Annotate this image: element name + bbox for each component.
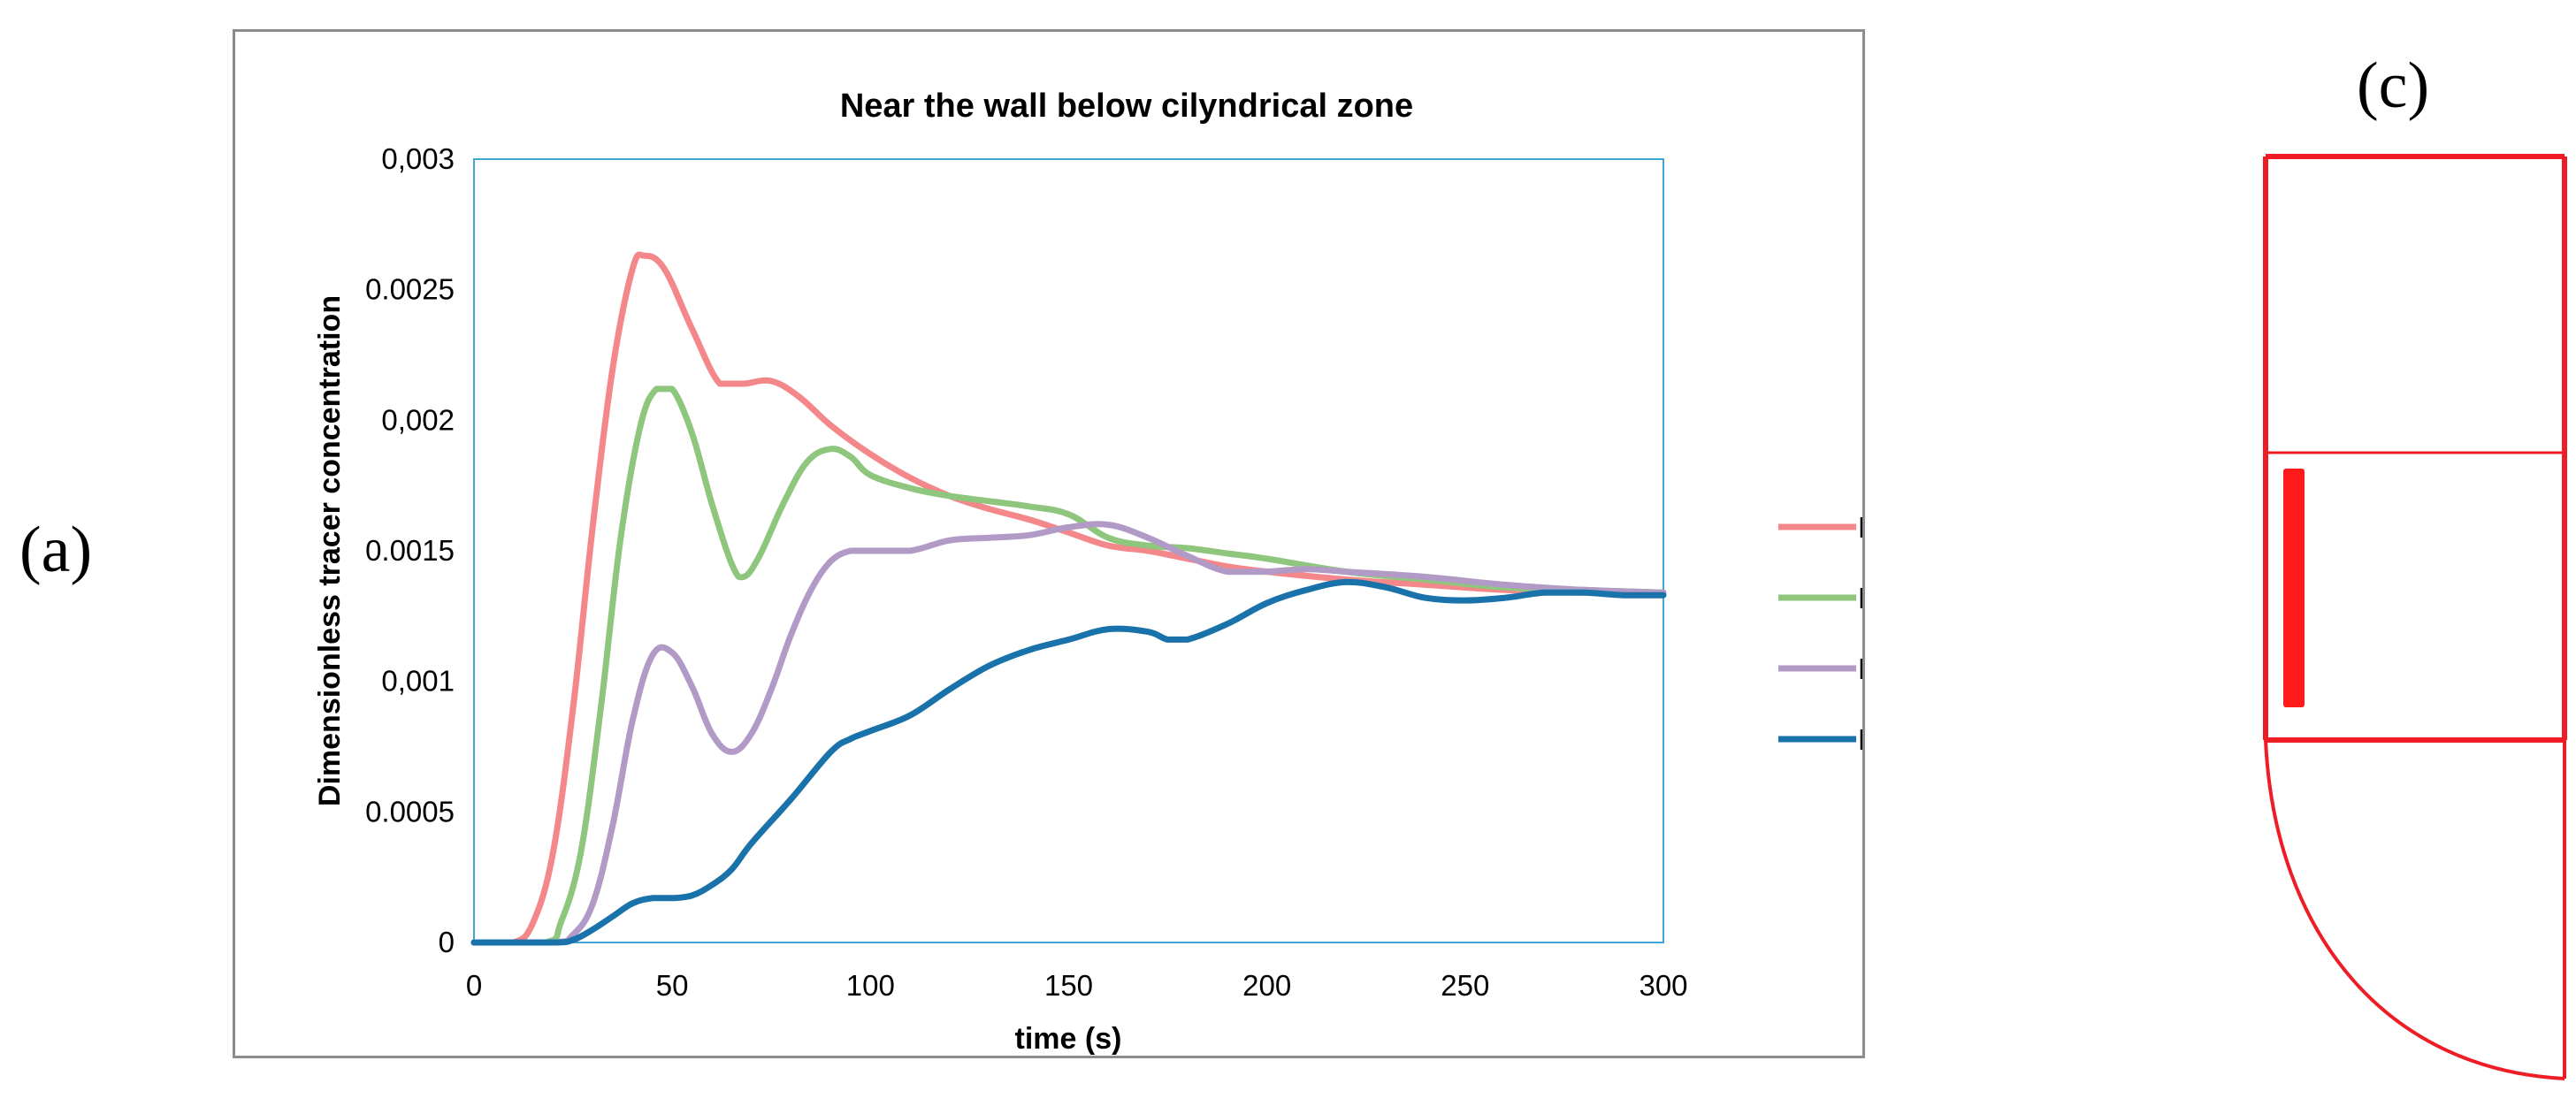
x-axis: 0 50 100 150 200 250 300 xyxy=(466,969,1688,1002)
y-axis: 0 0.0005 0,001 0.0015 0,002 0.0025 0,003 xyxy=(365,142,455,958)
x-tick-label: 250 xyxy=(1441,969,1489,1002)
y-tick-label: 0.0005 xyxy=(365,795,455,828)
panel-label-c: (c) xyxy=(2357,50,2430,122)
chart-frame: Near the wall below cilyndrical zone 0 0.… xyxy=(233,29,1865,1058)
x-tick-label: 300 xyxy=(1639,969,1687,1002)
legend-label-pm9: Pm9 xyxy=(1858,582,1862,614)
x-tick-label: 200 xyxy=(1242,969,1291,1002)
vessel-bottom-head xyxy=(2264,739,2565,1080)
y-axis-title: Dimensionless tracer concentration xyxy=(313,295,347,806)
panel-label-a: (a) xyxy=(19,514,93,586)
x-axis-title: time (s) xyxy=(1015,1022,1122,1056)
series-line-pm9 xyxy=(470,385,1667,946)
vessel-schematic xyxy=(2263,154,2567,1080)
chart-title: Near the wall below cilyndrical zone xyxy=(840,88,1413,125)
y-tick-label: 0.0025 xyxy=(365,273,455,306)
legend-label-pm11: Pm11 xyxy=(1858,723,1862,756)
probe-zone-marker xyxy=(2283,469,2305,707)
legend-label-pm8: Pm8 xyxy=(1858,511,1862,544)
line-chart: Near the wall below cilyndrical zone 0 0.… xyxy=(313,88,1862,1056)
plot-area xyxy=(473,158,1664,943)
x-tick-label: 50 xyxy=(656,969,689,1002)
series-line-pm10 xyxy=(470,521,1667,946)
x-tick-label: 0 xyxy=(466,969,482,1002)
x-tick-label: 100 xyxy=(846,969,895,1002)
series-lines xyxy=(470,251,1667,946)
y-tick-label: 0.0015 xyxy=(365,534,455,567)
y-tick-label: 0,001 xyxy=(381,665,455,698)
series-line-pm11 xyxy=(470,578,1667,946)
y-tick-label: 0,003 xyxy=(381,142,455,175)
y-tick-label: 0 xyxy=(439,926,455,958)
x-tick-label: 150 xyxy=(1044,969,1093,1002)
legend: Pm8 Pm9 Pm10 Pm11 xyxy=(1778,511,1862,756)
schematic-vessel xyxy=(2263,154,2567,1080)
legend-label-pm10: Pm10 xyxy=(1858,652,1862,685)
y-tick-label: 0,002 xyxy=(381,403,455,436)
